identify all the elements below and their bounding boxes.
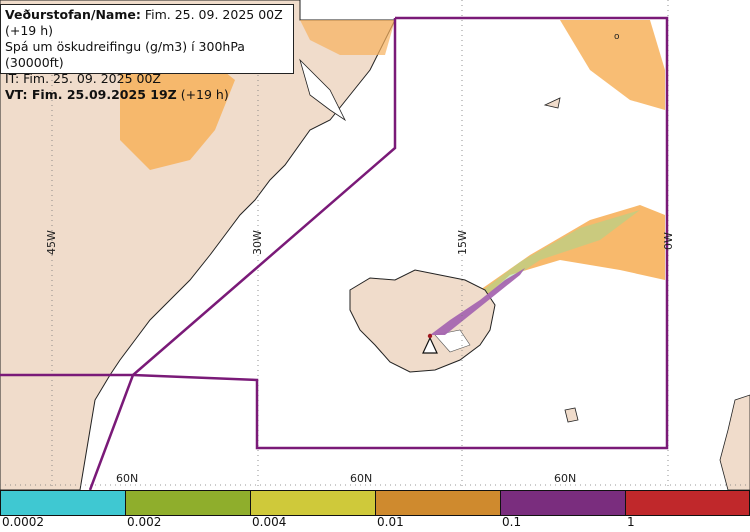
ash-plume-main [445, 205, 665, 330]
lon-label-45w: 45W [45, 230, 58, 255]
legend-tick-3: 0.004 [252, 515, 287, 529]
legend-tick-5: 0.1 [502, 515, 522, 529]
faroe-islands [564, 407, 579, 423]
legend-swatch-3 [250, 490, 376, 516]
lat-label-60n-c: 60N [554, 472, 577, 485]
ash-cloud-north-sea [300, 20, 395, 55]
lon-label-0w: 0W [662, 232, 675, 250]
legend-swatch-5 [500, 490, 626, 516]
volcano-marker [422, 333, 438, 354]
legend-swatch-1 [0, 490, 126, 516]
concentration-legend: 0.0002 0.002 0.004 0.01 0.1 1 [0, 490, 750, 532]
legend-tick-2: 0.002 [127, 515, 162, 529]
fir-boundary [0, 16, 669, 491]
ash-core-purple [430, 268, 525, 335]
o-marker-label: o [614, 32, 620, 42]
lat-label-60n-b: 60N [350, 472, 373, 485]
legend-tick-4: 0.01 [377, 515, 404, 529]
info-line-2: Spá um öskudreifingu (g/m3) í 300hPa (30… [5, 39, 245, 70]
forecast-info-box: Veðurstofan/Name: Fim. 25. 09. 2025 00Z … [0, 4, 294, 102]
info-line-3: IT: Fim. 25. 09. 2025 00Z [5, 71, 161, 86]
legend-swatch-2 [125, 490, 251, 516]
jan-mayen-island [543, 97, 561, 109]
legend-swatch-4 [375, 490, 501, 516]
legend-tick-6: 1 [627, 515, 635, 529]
greenland-fjord [299, 58, 347, 122]
iceland-glacier [434, 329, 471, 353]
ash-cloud-northeast [560, 20, 665, 110]
lon-label-30w: 30W [251, 230, 264, 255]
lon-label-15w: 15W [456, 230, 469, 255]
ash-cloud-greenland [120, 60, 235, 170]
lat-label-60n-a: 60N [116, 472, 139, 485]
legend-swatch-6 [625, 490, 750, 516]
scandinavia-coast [719, 394, 750, 491]
info-line-4: VT: Fim. 25.09.2025 19Z (+19 h) [5, 87, 229, 102]
legend-tick-1: 0.0002 [2, 515, 44, 529]
iceland-land [349, 269, 496, 373]
info-line-1: Veðurstofan/Name: Fim. 25. 09. 2025 00Z … [5, 7, 283, 38]
